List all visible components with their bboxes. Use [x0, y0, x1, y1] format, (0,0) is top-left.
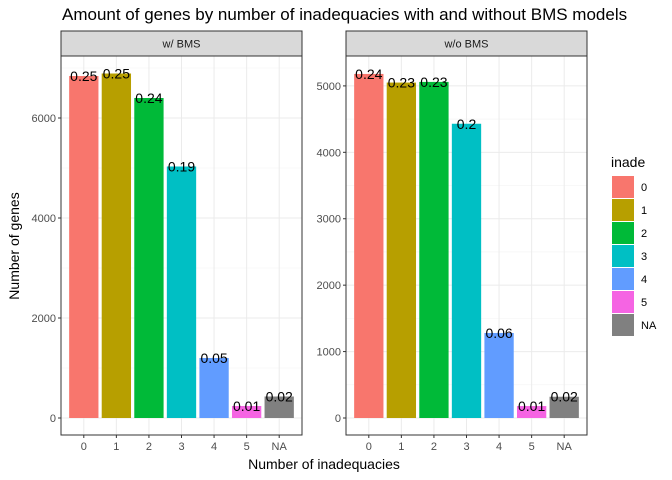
panel-bars: [354, 73, 579, 419]
bar-value-label: 0.01: [233, 398, 260, 414]
y-tick-label: 2000: [317, 280, 341, 292]
facet-strip-label: w/ BMS: [162, 39, 201, 51]
bar-value-label: 0.23: [388, 75, 415, 91]
bar-1: [386, 82, 417, 418]
legend-label: 5: [641, 297, 647, 309]
x-tick-label: 4: [211, 441, 217, 453]
bar-value-label: 0.05: [200, 350, 227, 366]
facet-strip: [60, 30, 303, 57]
y-axis-title: Number of genes: [6, 192, 22, 299]
x-tick-label: NA: [272, 441, 288, 453]
bar-value-label: 0.24: [135, 90, 162, 106]
x-tick-label: 0: [366, 441, 372, 453]
x-axis-title: Number of inadequacies: [248, 456, 400, 472]
bar-value-label: 0.23: [420, 74, 447, 90]
bar-3: [451, 123, 482, 418]
panel-bars: [69, 73, 294, 418]
y-tick-label: 3000: [317, 214, 341, 226]
bar-5: [231, 406, 262, 418]
facet-strip: [345, 30, 588, 57]
legend-label: 2: [641, 228, 647, 240]
bar-NA: [549, 396, 579, 418]
legend: inade 0 1 2 3 4 5 NA: [611, 154, 657, 336]
bar-value-label: 0.25: [103, 66, 130, 82]
y-tick-label: 4000: [317, 147, 341, 159]
bar-value-label: 0.19: [168, 159, 195, 175]
x-tick-label: NA: [557, 441, 573, 453]
legend-key-4: [612, 268, 634, 290]
bar-4: [484, 332, 514, 418]
legend-key-2: [612, 222, 634, 244]
panel-bar-labels: 0.25 0.25 0.24 0.19 0.05 0.01 0.02: [70, 66, 293, 415]
bar-value-label: 0.25: [70, 68, 97, 84]
bar-4: [199, 358, 229, 418]
x-tick-label: 0: [81, 441, 87, 453]
y-tick-label: 6000: [32, 113, 56, 125]
bar-0: [69, 76, 99, 418]
x-tick-label: 3: [178, 441, 184, 453]
bar-2: [419, 81, 449, 418]
y-tick-label: 2000: [32, 313, 56, 325]
chart-title: Amount of genes by number of inadequacie…: [62, 5, 627, 24]
x-tick-label: 2: [146, 441, 152, 453]
legend-title: inade: [611, 154, 645, 170]
legend-label: 4: [641, 274, 647, 286]
bar-value-label: 0.01: [518, 398, 545, 414]
bar-value-label: 0.2: [457, 116, 477, 132]
y-tick-label: 5000: [317, 81, 341, 93]
y-tick-label: 1000: [317, 347, 341, 359]
bar-value-label: 0.02: [266, 389, 293, 405]
legend-key-3: [612, 245, 634, 267]
facet-panel-without-bms: w/o BMS 0.240.23 0.230.20.060.010.02 0100…: [317, 30, 588, 453]
bar-3: [166, 166, 197, 418]
bar-value-label: 0.24: [355, 66, 382, 82]
bar-value-label: 0.06: [485, 325, 512, 341]
bar-5: [516, 406, 547, 418]
x-tick-label: 1: [398, 441, 404, 453]
facet-strip-label: w/o BMS: [443, 39, 488, 51]
bar-0: [354, 73, 384, 419]
y-tick-label: 0: [50, 413, 56, 425]
legend-key-1: [612, 199, 634, 221]
y-tick-label: 4000: [32, 213, 56, 225]
x-tick-label: 3: [463, 441, 469, 453]
legend-label: 1: [641, 205, 647, 217]
legend-key-0: [612, 176, 634, 198]
legend-key-5: [612, 291, 634, 313]
facet-panel-with-bms: w/ BMS 0.25 0.250.240.190.050.010.02 0200…: [32, 30, 303, 453]
legend-key-NA: [612, 314, 634, 336]
legend-label: 3: [641, 251, 647, 263]
legend-label: 0: [641, 182, 647, 194]
x-tick-label: 4: [496, 441, 502, 453]
bar-value-label: 0.02: [551, 389, 578, 405]
legend-label: NA: [641, 320, 657, 332]
panel-bar-labels: 0.24 0.23 0.23 0.2 0.06 0.01 0.02: [355, 66, 578, 414]
x-tick-label: 5: [244, 441, 250, 453]
x-tick-label: 1: [113, 441, 119, 453]
y-tick-label: 0: [335, 413, 341, 425]
panel-axes: 0 2000 4000 6000 0 1 2 3 4 5 NA: [32, 113, 288, 453]
bar-NA: [264, 396, 294, 418]
x-tick-label: 5: [529, 441, 535, 453]
x-tick-label: 2: [431, 441, 437, 453]
bar-2: [134, 98, 164, 418]
bar-1: [101, 73, 132, 418]
panel-axes: 0 1000 2000 3000 4000 5000 0 1 2 3 4 5 NA: [317, 81, 573, 453]
